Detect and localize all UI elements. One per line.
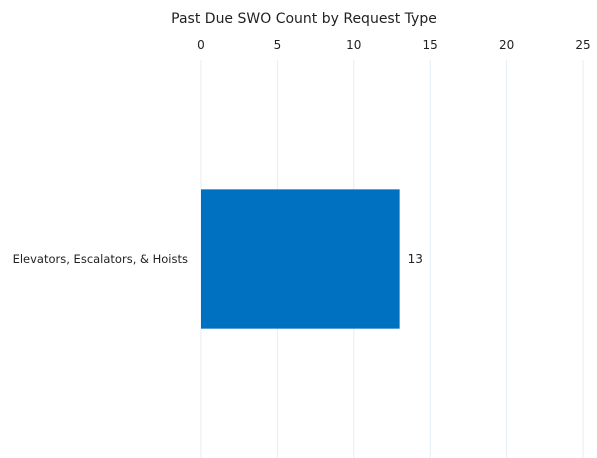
category-labels: Elevators, Escalators, & Hoists [13,252,188,266]
data-label: 13 [408,252,423,266]
bar[interactable] [201,189,400,329]
x-tick-label: 25 [575,38,590,52]
x-tick-label: 20 [499,38,514,52]
x-tick-label: 15 [423,38,438,52]
data-labels: 13 [408,252,423,266]
chart-title: Past Due SWO Count by Request Type [171,11,437,27]
x-tick-label: 10 [346,38,361,52]
x-tick-label: 0 [197,38,205,52]
x-tick-label: 5 [274,38,282,52]
bars [201,189,400,329]
x-axis-ticks: 0 5 10 15 20 25 [197,38,590,52]
category-label: Elevators, Escalators, & Hoists [13,252,188,266]
